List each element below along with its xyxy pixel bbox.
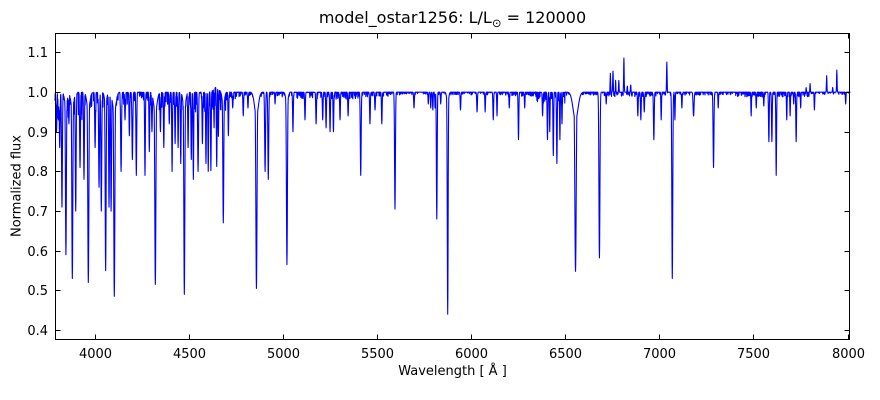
- x-tick-label: 6500: [549, 347, 582, 362]
- x-tick-label: 5000: [267, 347, 300, 362]
- y-tick-label: 0.4: [27, 324, 48, 339]
- y-tick-label: 0.9: [27, 126, 48, 141]
- x-tick-label: 7000: [643, 347, 676, 362]
- y-tick-label: 0.7: [27, 205, 48, 220]
- y-tick-label: 1.0: [27, 86, 48, 101]
- x-tick-label: 6000: [455, 347, 488, 362]
- x-axis-label: Wavelength [ Å ]: [398, 364, 507, 379]
- x-tick-label: 4000: [79, 347, 112, 362]
- plot-title-text: model_ostar1256: L/L: [318, 8, 492, 27]
- x-tick-label: 5500: [361, 347, 394, 362]
- y-tick-label: 0.8: [27, 165, 48, 180]
- axes-frame: [55, 33, 850, 340]
- y-tick-label: 0.6: [27, 245, 48, 260]
- spectrum-line: [54, 57, 851, 315]
- plot-title-value: = 120000: [501, 8, 587, 27]
- y-tick-label: 0.5: [27, 284, 48, 299]
- x-tick-label: 8000: [832, 347, 865, 362]
- x-tick-label: 4500: [173, 347, 206, 362]
- plot-title: model_ostar1256: L/L⊙ = 120000: [55, 8, 850, 31]
- y-tick-label: 1.1: [27, 46, 48, 61]
- y-axis-label: Normalized flux: [9, 135, 25, 237]
- x-tick-label: 7500: [737, 347, 770, 362]
- sun-symbol: ⊙: [491, 16, 502, 31]
